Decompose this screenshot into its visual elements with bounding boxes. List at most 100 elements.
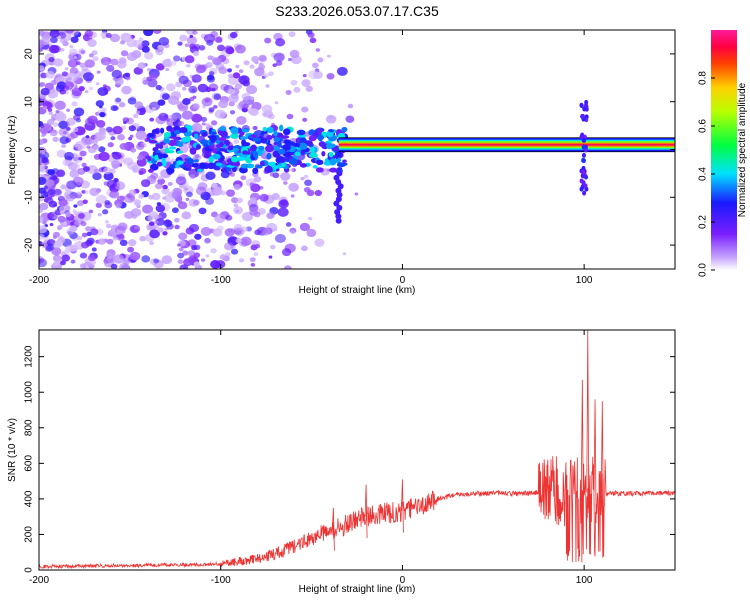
spectrogram-noise-blob <box>73 55 78 60</box>
spectrogram-noise-blob <box>234 83 243 90</box>
spectrogram-noise-blob <box>218 100 229 109</box>
spectrogram-noise-blob <box>250 244 258 251</box>
spectrogram-noise-blob <box>39 81 46 87</box>
spectrogram-noise-blob <box>95 194 108 205</box>
spectrogram-noise-blob <box>92 140 98 145</box>
spectrogram-noise-blob <box>216 225 224 232</box>
spectrogram-signal-blob <box>208 131 218 135</box>
spectrogram-noise-blob <box>115 225 126 235</box>
spectrogram-signal-blob <box>328 129 334 133</box>
spectrogram-noise-blob <box>52 136 59 143</box>
spectrogram-noise-blob <box>152 30 162 34</box>
spectrogram-noise-blob <box>66 133 76 140</box>
spectrogram-signal-blob <box>321 150 326 157</box>
spectrogram-noise-blob <box>106 64 115 72</box>
spectrogram-noise-blob <box>261 112 268 117</box>
spectrogram-noise-blob <box>81 232 88 238</box>
spectrogram-noise-blob <box>175 176 187 186</box>
spectrogram-noise-blob <box>111 160 121 168</box>
spectrogram-noise-blob <box>82 199 88 204</box>
spectrogram-spike-blob <box>579 134 584 140</box>
spectrogram-noise-blob <box>84 190 89 194</box>
spectrogram-noise-blob <box>166 83 176 92</box>
spectrogram-noise-blob <box>281 248 292 257</box>
spectrogram-signal-blob <box>193 159 199 163</box>
spectrogram-noise-blob <box>309 37 317 44</box>
spectrogram-noise-blob <box>250 96 255 101</box>
spectrogram-signal-blob <box>170 132 177 137</box>
spectrogram-signal-blob <box>220 168 227 173</box>
spectrogram-noise-blob <box>158 36 170 46</box>
spectrogram-signal-blob <box>212 147 218 154</box>
spectrogram-noise-blob <box>115 97 122 103</box>
spectrogram-spike-blob <box>584 106 589 112</box>
spectrogram-noise-blob <box>157 99 166 106</box>
spectrogram-noise-blob <box>210 120 218 126</box>
spectrogram-noise-blob <box>39 177 47 185</box>
spectrogram-noise-blob <box>274 233 286 243</box>
spectrogram-signal-blob <box>252 150 258 158</box>
spectrogram-noise-blob <box>87 254 96 262</box>
spectrogram-noise-blob <box>162 196 167 200</box>
spectrogram-noise-blob <box>39 233 45 240</box>
spectrogram-noise-blob <box>263 73 269 78</box>
spectrogram-noise-blob <box>301 245 308 252</box>
spectrogram-noise-blob <box>132 113 139 119</box>
spectrogram-noise-blob <box>39 138 42 143</box>
spectrogram-noise-blob <box>89 187 100 197</box>
spectrogram-noise-blob <box>135 110 140 115</box>
spectrogram-signal-blob <box>315 159 324 166</box>
spectrogram-noise-blob <box>265 84 270 88</box>
spectrogram-noise-blob <box>178 232 188 241</box>
spectrogram-noise-blob <box>102 84 107 88</box>
spectrogram-noise-blob <box>235 44 246 54</box>
spectrogram-signal-blob <box>282 143 291 151</box>
spectrogram-noise-blob <box>249 182 255 187</box>
spectrogram-noise-blob <box>326 72 335 80</box>
spectrogram-noise-blob <box>69 67 79 75</box>
spectrogram-noise-blob <box>174 217 180 223</box>
spectrogram-noise-blob <box>230 248 239 255</box>
spectrogram-noise-blob <box>308 216 313 221</box>
spectrogram-noise-blob <box>119 142 128 150</box>
spectrogram-signal-blob <box>239 131 245 136</box>
spectrogram-noise-blob <box>283 181 288 185</box>
spectrogram-noise-blob <box>137 62 146 70</box>
spectrogram-noise-blob <box>223 242 234 251</box>
spectrogram-signal-blob <box>273 130 278 137</box>
spectrogram-signal-blob <box>158 152 163 160</box>
spectrogram-noise-blob <box>208 107 215 113</box>
spectrogram-signal-blob <box>236 156 246 161</box>
spectrogram-signal-blob <box>218 137 227 142</box>
spectrogram-noise-blob <box>48 57 55 63</box>
spectrogram-noise-blob <box>215 36 223 43</box>
spectrogram-noise-blob <box>301 106 309 113</box>
spectrogram-noise-blob <box>39 225 48 234</box>
colorbar-tick-label: 0.4 <box>698 167 709 181</box>
spectrogram-noise-blob <box>49 129 58 137</box>
spectrogram-noise-blob <box>40 134 45 138</box>
spectrogram-noise-blob <box>195 186 207 196</box>
spectrogram-signal-blob <box>328 151 334 158</box>
spectrogram-noise-blob <box>128 125 136 132</box>
spectrogram-noise-blob <box>138 37 144 42</box>
spectrogram-signal-blob <box>329 167 338 173</box>
spectrogram-noise-blob <box>254 67 265 77</box>
spectrogram-signal-blob <box>230 133 239 139</box>
spectrogram-noise-blob <box>103 172 114 181</box>
spectrogram-signal-blob <box>278 156 286 163</box>
spectrogram-noise-blob <box>105 126 113 133</box>
spectrogram-noise-blob <box>131 164 141 173</box>
spectrogram-signal-blob <box>342 159 347 163</box>
spectrogram-noise-blob <box>109 190 120 199</box>
spectrogram-noise-blob <box>84 90 89 94</box>
spectrogram-noise-blob <box>84 59 95 68</box>
spectrogram-noise-blob <box>219 254 227 261</box>
spectrogram-noise-blob <box>259 193 269 202</box>
spectrogram-noise-blob <box>201 258 206 262</box>
spectrogram-noise-blob <box>53 58 64 67</box>
spectrogram-noise-blob <box>181 110 193 120</box>
colorbar-gradient <box>711 30 737 270</box>
spectrogram-noise-blob <box>214 109 226 119</box>
spectrogram-noise-blob <box>138 170 144 176</box>
